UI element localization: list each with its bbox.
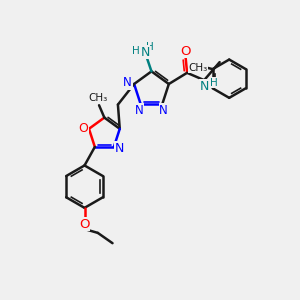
- Text: N: N: [140, 46, 150, 59]
- Text: N: N: [135, 104, 144, 117]
- Text: N: N: [200, 80, 209, 93]
- Text: O: O: [180, 44, 191, 58]
- Text: O: O: [79, 218, 90, 231]
- Text: CH₃: CH₃: [88, 93, 107, 103]
- Text: H: H: [146, 42, 154, 52]
- Text: CH₃: CH₃: [188, 63, 208, 73]
- Text: N: N: [123, 76, 132, 89]
- Text: N: N: [115, 142, 124, 155]
- Text: O: O: [78, 122, 88, 135]
- Text: H: H: [210, 77, 218, 88]
- Text: N: N: [159, 104, 168, 117]
- Text: H: H: [132, 46, 140, 56]
